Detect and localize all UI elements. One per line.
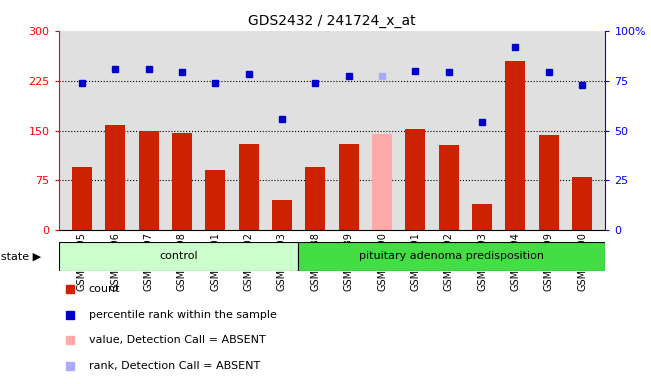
Bar — [139, 131, 159, 230]
Text: value, Detection Call = ABSENT: value, Detection Call = ABSENT — [89, 336, 266, 346]
Bar — [505, 61, 525, 230]
Text: percentile rank within the sample: percentile rank within the sample — [89, 310, 277, 319]
Text: rank, Detection Call = ABSENT: rank, Detection Call = ABSENT — [89, 361, 260, 371]
Bar — [572, 177, 592, 230]
Bar — [272, 200, 292, 230]
Bar — [205, 170, 225, 230]
Bar — [439, 145, 459, 230]
Bar — [59, 242, 298, 271]
Text: pituitary adenoma predisposition: pituitary adenoma predisposition — [359, 251, 544, 262]
Bar — [372, 134, 392, 230]
Bar — [239, 144, 258, 230]
Bar — [172, 132, 192, 230]
Bar — [472, 204, 492, 230]
Text: count: count — [89, 284, 120, 294]
Bar — [339, 144, 359, 230]
Title: GDS2432 / 241724_x_at: GDS2432 / 241724_x_at — [248, 14, 416, 28]
Bar — [305, 167, 326, 230]
Bar — [72, 167, 92, 230]
Text: control: control — [159, 251, 197, 262]
Text: disease state ▶: disease state ▶ — [0, 251, 42, 262]
Bar — [406, 129, 425, 230]
Bar — [298, 242, 605, 271]
Bar — [105, 125, 125, 230]
Bar — [539, 135, 559, 230]
